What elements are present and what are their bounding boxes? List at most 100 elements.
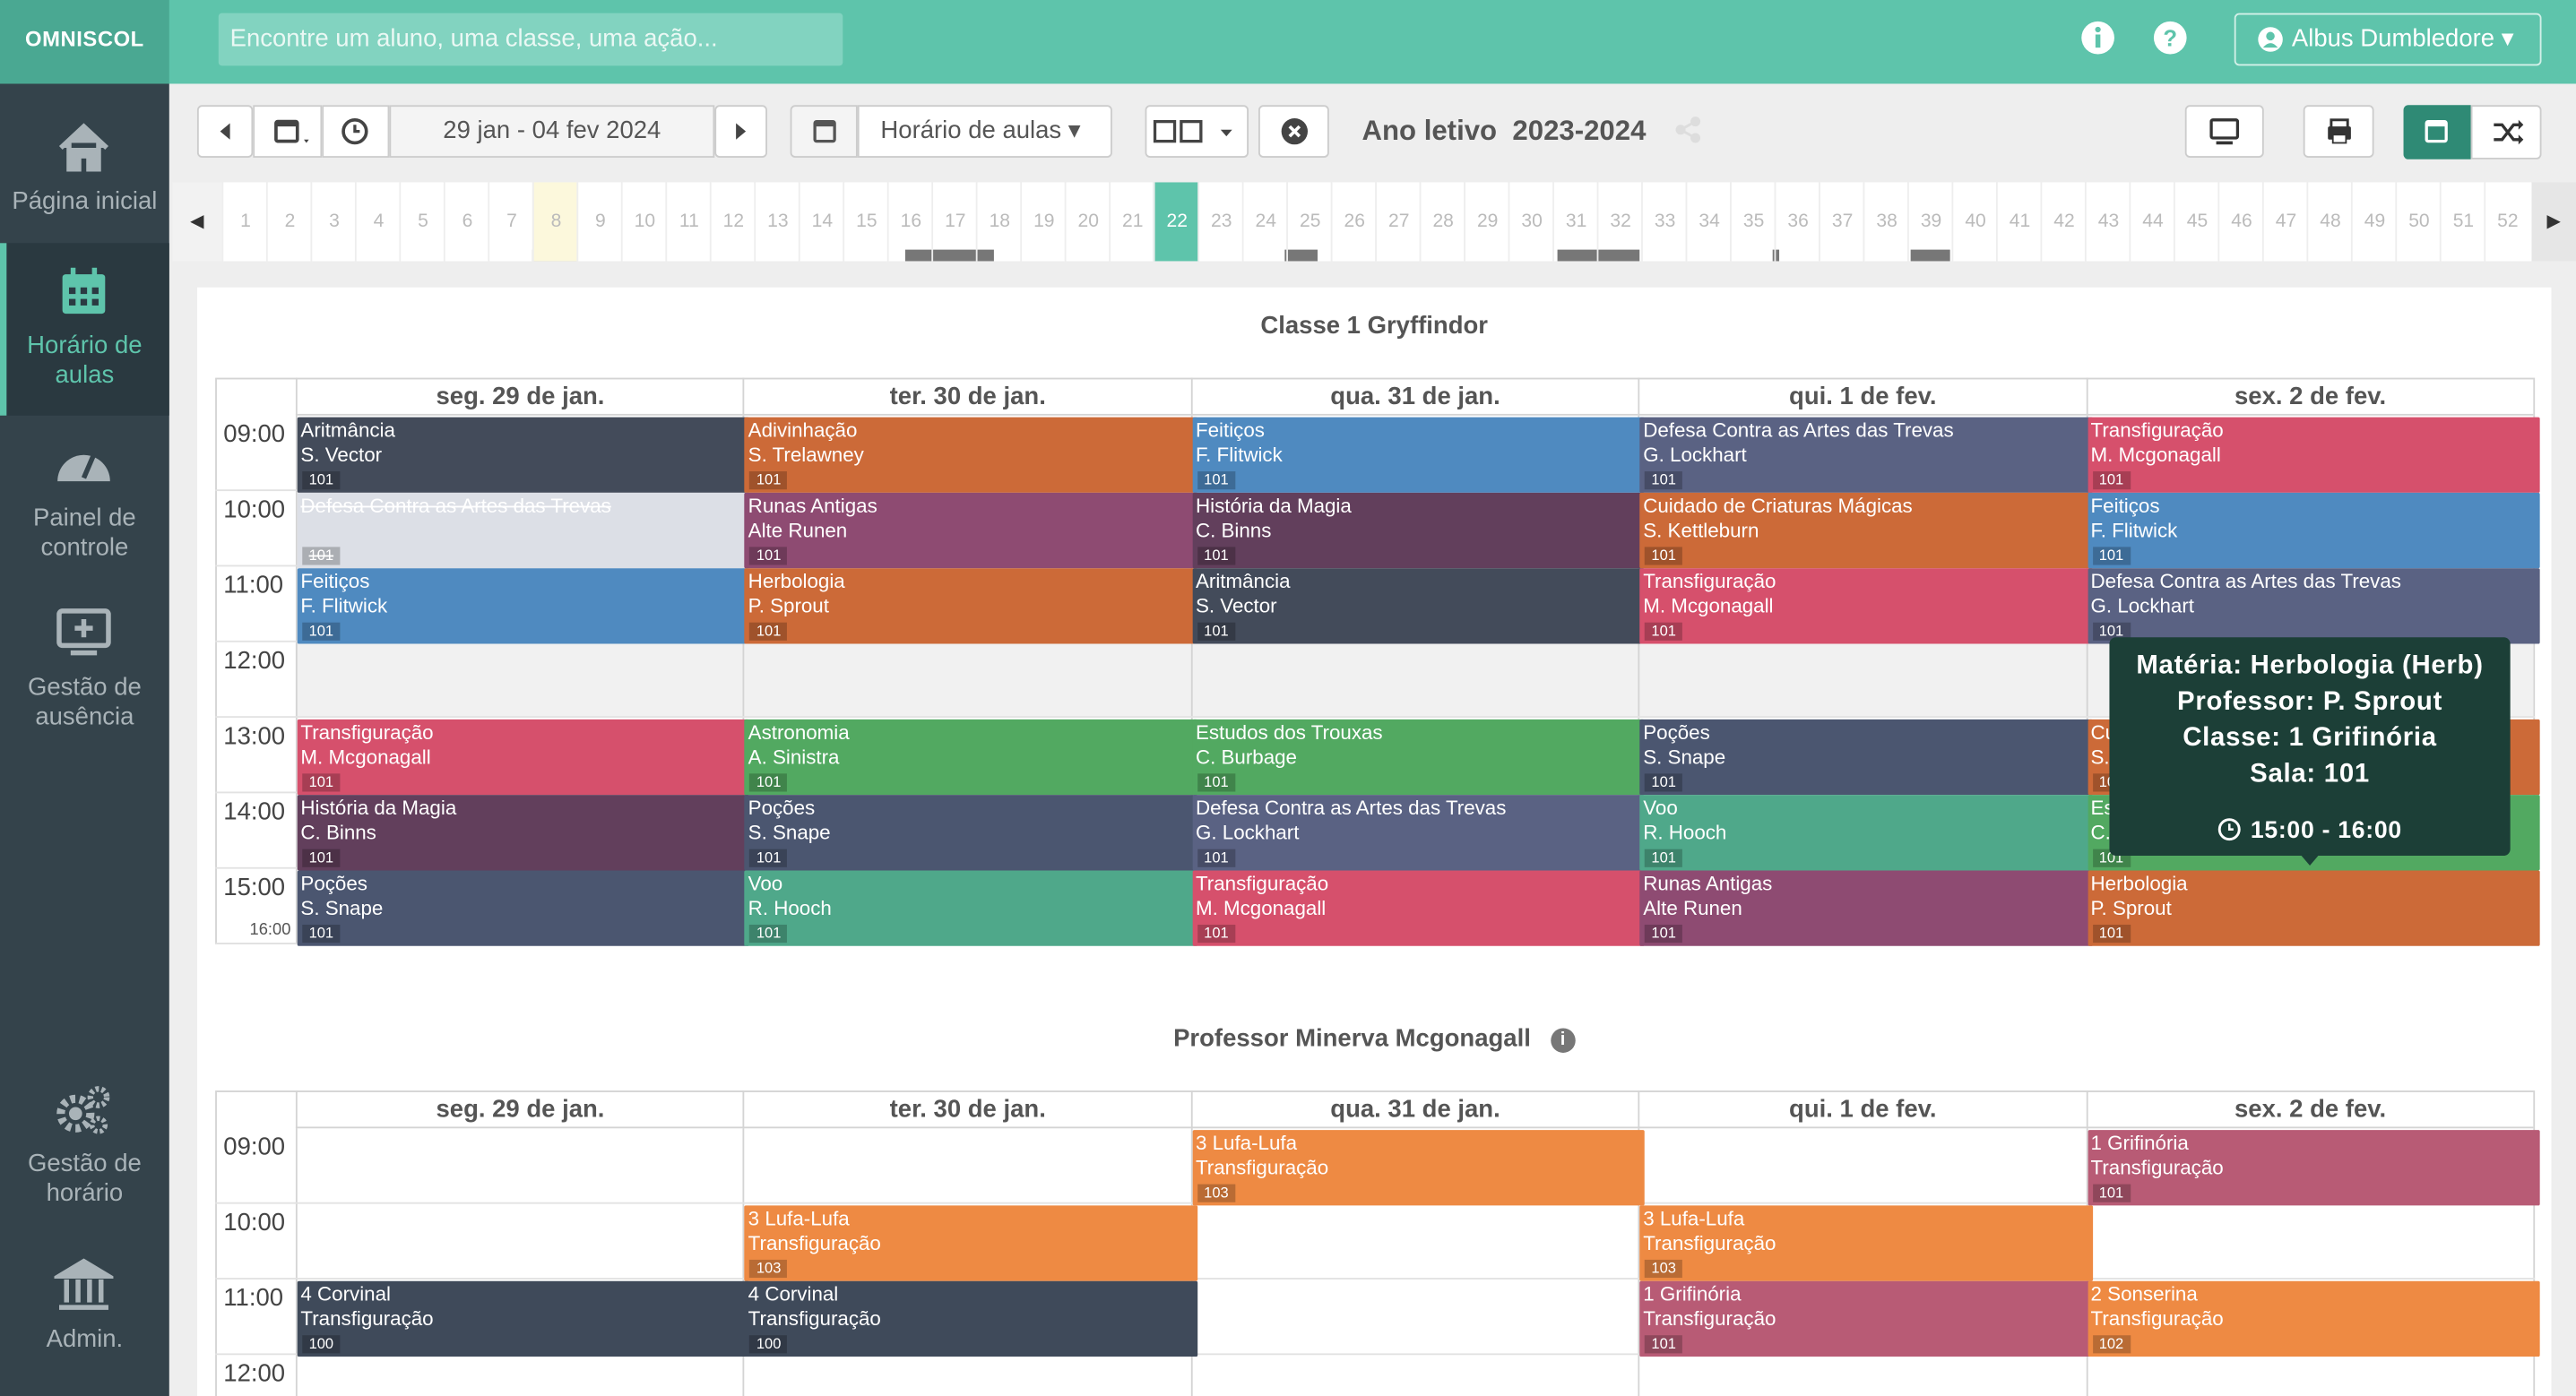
week-number[interactable]: 15: [843, 182, 888, 262]
week-number[interactable]: 33: [1641, 182, 1687, 262]
week-number[interactable]: 35: [1730, 182, 1776, 262]
print-button[interactable]: [2303, 105, 2374, 158]
week-number[interactable]: 45: [2173, 182, 2219, 262]
lesson[interactable]: Runas Antigas Alte Runen 101: [745, 492, 1197, 569]
week-number[interactable]: 26: [1330, 182, 1377, 262]
lesson[interactable]: História da Magia C. Binns 101: [297, 795, 750, 871]
week-number[interactable]: 6: [443, 182, 489, 262]
lesson[interactable]: 1 Grifinória Transfiguração 101: [2087, 1130, 2540, 1206]
week-number[interactable]: 25: [1286, 182, 1332, 262]
lesson[interactable]: Aritmância S. Vector 101: [297, 417, 750, 493]
lesson[interactable]: 4 Corvinal Transfiguração 100: [745, 1280, 1197, 1357]
sidebar-icon[interactable]: [54, 1256, 114, 1315]
lesson[interactable]: 3 Lufa-Lufa Transfiguração 103: [1639, 1205, 2093, 1281]
lesson[interactable]: Transfiguração M. Mcgonagall 101: [297, 719, 750, 796]
week-number[interactable]: 23: [1197, 182, 1243, 262]
week-number[interactable]: 51: [2439, 182, 2485, 262]
sidebar-icon[interactable]: [54, 118, 113, 177]
sidebar-icon[interactable]: [54, 435, 113, 495]
share-icon[interactable]: [1674, 115, 1704, 144]
lesson[interactable]: Feitiços F. Flitwick 101: [2087, 492, 2540, 569]
logo[interactable]: OMNISCOL: [0, 0, 169, 84]
lesson[interactable]: Defesa Contra as Artes das Trevas 101: [297, 492, 750, 569]
clear-button[interactable]: [1258, 105, 1329, 158]
week-number[interactable]: 19: [1020, 182, 1066, 262]
week-number[interactable]: 3: [310, 182, 356, 262]
week-number[interactable]: 22: [1153, 182, 1200, 262]
week-number[interactable]: 8: [532, 182, 579, 262]
week-number[interactable]: 32: [1596, 182, 1643, 262]
week-number[interactable]: 47: [2261, 182, 2308, 262]
week-number[interactable]: 17: [931, 182, 977, 262]
week-number[interactable]: 37: [1819, 182, 1864, 262]
week-number[interactable]: 1: [221, 182, 267, 262]
lesson[interactable]: 3 Lufa-Lufa Transfiguração 103: [745, 1205, 1197, 1281]
calendar-mode-button[interactable]: [2403, 105, 2471, 159]
week-number[interactable]: 16: [886, 182, 933, 262]
info-icon[interactable]: i: [1550, 1028, 1576, 1053]
weeks-next[interactable]: ▶: [2531, 182, 2576, 262]
search-input[interactable]: Encontre um aluno, uma classe, uma ação.…: [218, 13, 843, 66]
week-number[interactable]: 13: [754, 182, 800, 262]
sidebar-label[interactable]: Gestão de horário: [27, 1150, 142, 1208]
week-number[interactable]: 29: [1464, 182, 1509, 262]
date-range[interactable]: 29 jan - 04 fev 2024: [389, 105, 715, 158]
lesson[interactable]: Herbologia P. Sprout 101: [2087, 870, 2540, 946]
week-number[interactable]: 44: [2129, 182, 2174, 262]
week-number[interactable]: 39: [1906, 182, 1953, 262]
lesson[interactable]: Transfiguração M. Mcgonagall 101: [1639, 568, 2093, 644]
week-number[interactable]: 5: [399, 182, 445, 262]
time-button[interactable]: [322, 105, 390, 158]
prev-button[interactable]: [196, 105, 254, 158]
week-view-button[interactable]: [1145, 105, 1249, 158]
sidebar-label[interactable]: Página inicial: [12, 186, 158, 216]
week-number[interactable]: 42: [2040, 182, 2086, 262]
week-number[interactable]: 38: [1863, 182, 1909, 262]
lesson[interactable]: Transfiguração M. Mcgonagall 101: [2087, 417, 2540, 493]
lesson[interactable]: Poções S. Snape 101: [297, 870, 750, 946]
lesson[interactable]: 1 Grifinória Transfiguração 101: [1639, 1280, 2093, 1357]
week-number[interactable]: 43: [2084, 182, 2131, 262]
shuffle-button[interactable]: [2470, 105, 2542, 159]
week-number[interactable]: 31: [1552, 182, 1598, 262]
week-number[interactable]: 30: [1508, 182, 1554, 262]
lesson[interactable]: Adivinhação S. Trelawney 101: [745, 417, 1197, 493]
lesson[interactable]: Defesa Contra as Artes das Trevas G. Lock…: [2087, 568, 2540, 644]
lesson[interactable]: Feitiços F. Flitwick 101: [297, 568, 750, 644]
view-icon[interactable]: [790, 105, 858, 158]
week-number[interactable]: 20: [1064, 182, 1111, 262]
sidebar-icon[interactable]: [54, 263, 113, 322]
week-number[interactable]: 46: [2217, 182, 2263, 262]
user-menu[interactable]: Albus Dumbledore ▾: [2234, 13, 2542, 66]
lesson[interactable]: Feitiços F. Flitwick 101: [1192, 417, 1646, 493]
week-number[interactable]: 12: [709, 182, 756, 262]
lesson[interactable]: 2 Sonserina Transfiguração 102: [2087, 1280, 2540, 1357]
sidebar-icon[interactable]: [54, 605, 113, 664]
sidebar-label[interactable]: Admin.: [46, 1325, 124, 1354]
next-button[interactable]: [714, 105, 767, 158]
week-number[interactable]: 34: [1685, 182, 1732, 262]
week-number[interactable]: 4: [354, 182, 401, 262]
calendar-button[interactable]: [253, 105, 323, 158]
week-number[interactable]: 50: [2395, 182, 2441, 262]
info-icon[interactable]: [2079, 20, 2115, 56]
weeks-prev[interactable]: ◀: [172, 182, 222, 262]
sidebar-label[interactable]: Painel de controle: [33, 504, 136, 562]
week-number[interactable]: 10: [620, 182, 667, 262]
week-number[interactable]: 24: [1241, 182, 1288, 262]
lesson[interactable]: História da Magia C. Binns 101: [1192, 492, 1646, 569]
week-number[interactable]: 28: [1419, 182, 1465, 262]
lesson[interactable]: Voo R. Hooch 101: [1639, 795, 2093, 871]
lesson[interactable]: 3 Lufa-Lufa Transfiguração 103: [1192, 1130, 1646, 1206]
week-number[interactable]: 52: [2484, 182, 2529, 262]
view-select[interactable]: Horário de aulas ▾: [857, 105, 1112, 158]
week-number[interactable]: 9: [576, 182, 622, 262]
sidebar-icon[interactable]: [54, 1081, 113, 1140]
lesson[interactable]: Poções S. Snape 101: [1639, 719, 2093, 796]
week-number[interactable]: 18: [975, 182, 1022, 262]
sidebar-label[interactable]: Gestão de ausência: [27, 673, 142, 731]
lesson[interactable]: Poções S. Snape 101: [745, 795, 1197, 871]
week-number[interactable]: 49: [2350, 182, 2397, 262]
lesson[interactable]: Aritmância S. Vector 101: [1192, 568, 1646, 644]
